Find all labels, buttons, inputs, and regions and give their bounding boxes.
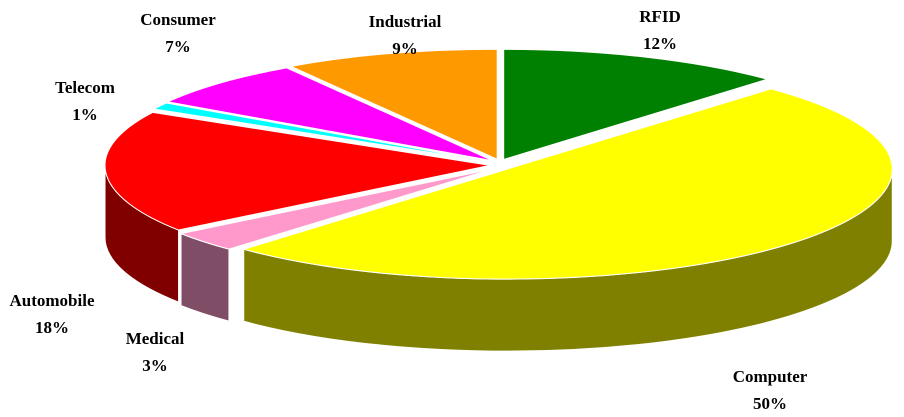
slice [152, 102, 492, 163]
slice-label: Medical [126, 329, 185, 348]
slice [179, 168, 493, 250]
slice-label: Telecom [55, 78, 115, 97]
slice [241, 88, 893, 280]
slice-value-label: 50% [753, 394, 787, 413]
slice-label: RFID [639, 7, 681, 26]
slice-label: Industrial [369, 12, 442, 31]
slice-value-label: 3% [142, 356, 168, 375]
slice-value-label: 1% [72, 105, 98, 124]
slice-label: Automobile [10, 291, 95, 310]
slice-value-label: 12% [643, 34, 677, 53]
slice [503, 48, 770, 161]
slice [104, 111, 491, 231]
slice [289, 48, 498, 161]
slice-value-label: 9% [392, 39, 418, 58]
slice-label: Consumer [140, 10, 216, 29]
slice [166, 67, 494, 162]
slice-label: Computer [733, 367, 808, 386]
slice-value-label: 18% [35, 318, 69, 337]
slice-value-label: 7% [165, 37, 191, 56]
